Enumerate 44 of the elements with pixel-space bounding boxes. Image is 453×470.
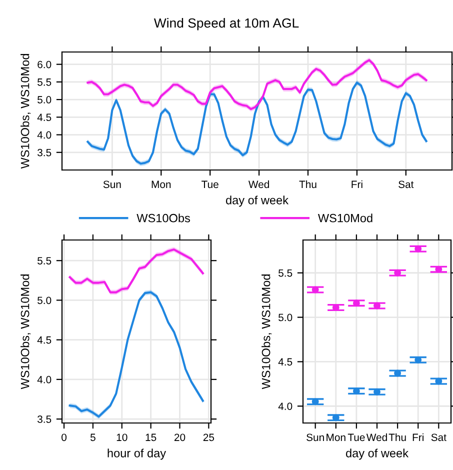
x-tick-label: 0 xyxy=(62,434,67,442)
x-tick-label: 25 xyxy=(203,434,214,442)
y-axis-title: WS10Obs, WS10Mod xyxy=(20,274,31,390)
y-tick-label: 3.5 xyxy=(38,148,52,156)
y-tick-label: 4.5 xyxy=(278,358,292,366)
x-tick-label: Thu xyxy=(299,180,316,188)
x-tick-label: 15 xyxy=(146,434,156,442)
y-tick-label: 4.0 xyxy=(37,131,52,139)
y-tick-label: 5.5 xyxy=(38,78,52,86)
x-tick-label: Thu xyxy=(388,433,406,442)
x-axis-title: day of week xyxy=(226,196,289,207)
y-axis-title: WS10Obs, WS10Mod xyxy=(262,274,272,390)
y-tick-label: 4.5 xyxy=(37,336,52,344)
x-tick-label: Sun xyxy=(103,180,121,188)
y-tick-label: 3.5 xyxy=(38,416,52,423)
legend-label: WS10Mod xyxy=(318,214,372,222)
x-tick-label: 20 xyxy=(174,434,186,442)
x-tick-label: Mon xyxy=(326,434,346,442)
y-tick-label: 5.5 xyxy=(38,257,52,264)
x-tick-label: Wed xyxy=(366,433,387,442)
x-tick-label: Sun xyxy=(306,434,324,442)
y-tick-label: 5.5 xyxy=(278,269,292,277)
y-tick-label: 5.0 xyxy=(38,96,52,104)
x-tick-label: Tue xyxy=(202,180,218,188)
x-tick-label: 10 xyxy=(116,434,128,442)
y-tick-label: 4.5 xyxy=(37,114,52,122)
x-tick-label: 5 xyxy=(90,434,96,442)
chart-title: Wind Speed at 10m AGL xyxy=(154,18,299,30)
x-axis-title: hour of day xyxy=(108,448,166,460)
x-tick-label: Sat xyxy=(431,434,446,442)
y-tick-label: 4.0 xyxy=(37,376,52,384)
y-axis-title: WS10Obs, WS10Mod xyxy=(20,54,31,169)
x-tick-label: Fri xyxy=(412,433,424,441)
y-tick-label: 4.0 xyxy=(278,402,292,410)
x-axis-title: day of week xyxy=(346,448,409,460)
x-tick-label: Sat xyxy=(398,180,414,188)
y-tick-label: 5.0 xyxy=(38,296,52,304)
y-tick-label: 6.0 xyxy=(38,60,52,68)
x-tick-label: Wed xyxy=(248,180,269,188)
y-tick-label: 5.0 xyxy=(278,314,292,322)
legend-label: WS10Obs xyxy=(136,214,190,222)
x-tick-label: Mon xyxy=(152,180,171,188)
x-tick-label: Tue xyxy=(348,434,365,442)
x-tick-label: Fri xyxy=(352,180,362,188)
